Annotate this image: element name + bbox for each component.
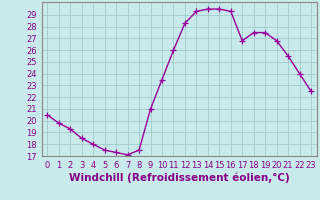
X-axis label: Windchill (Refroidissement éolien,°C): Windchill (Refroidissement éolien,°C) [69, 173, 290, 183]
